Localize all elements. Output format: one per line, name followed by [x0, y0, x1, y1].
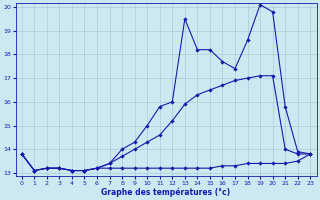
X-axis label: Graphe des températures (°c): Graphe des températures (°c) [101, 187, 231, 197]
